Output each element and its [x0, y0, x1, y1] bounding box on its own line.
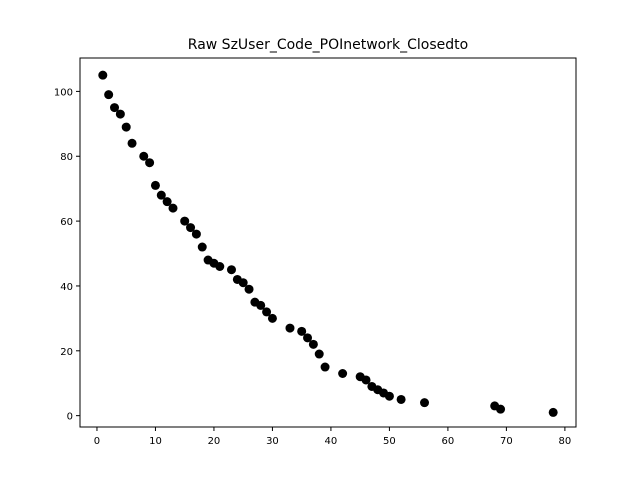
y-tick-label: 60	[60, 217, 73, 228]
chart-title: Raw SzUser_Code_POInetwork_Closedto	[188, 37, 468, 53]
x-tick-label: 20	[208, 436, 221, 447]
data-point	[384, 391, 394, 401]
y-axis: 0 20 40 60 80 100	[54, 87, 80, 423]
data-point	[150, 180, 160, 190]
data-point	[314, 349, 324, 359]
data-point	[98, 70, 108, 80]
data-point	[215, 261, 225, 271]
data-point	[361, 375, 371, 385]
data-point	[420, 398, 430, 408]
y-tick-label: 100	[54, 87, 73, 98]
data-point	[238, 278, 248, 288]
data-point	[267, 313, 277, 323]
x-tick-label: 50	[383, 436, 396, 447]
x-tick-label: 30	[266, 436, 279, 447]
data-point	[186, 223, 196, 233]
x-tick-label: 10	[149, 436, 162, 447]
data-point	[548, 407, 558, 417]
data-point	[256, 300, 266, 310]
y-tick-label: 0	[67, 412, 73, 423]
data-point	[496, 404, 506, 414]
data-point	[303, 333, 313, 343]
data-point	[180, 216, 190, 226]
data-point	[226, 265, 236, 275]
data-point	[244, 284, 254, 294]
data-point	[297, 326, 307, 336]
data-point	[110, 103, 120, 113]
data-point	[191, 229, 201, 239]
data-point	[115, 109, 125, 119]
data-point	[338, 368, 348, 378]
data-point	[320, 362, 330, 372]
data-point	[121, 122, 131, 132]
data-point	[104, 90, 114, 100]
data-point	[262, 307, 272, 317]
data-point	[396, 394, 406, 404]
x-axis: 0 10 20 30 40 50 60 70 80	[94, 427, 571, 447]
data-point	[162, 197, 172, 207]
y-tick-label: 80	[60, 152, 73, 163]
x-tick-label: 70	[500, 436, 513, 447]
data-point	[308, 339, 318, 349]
data-point	[139, 151, 149, 161]
x-tick-label: 60	[442, 436, 455, 447]
data-point	[145, 158, 155, 168]
data-points	[98, 70, 558, 417]
x-tick-label: 80	[559, 436, 572, 447]
plot-frame	[79, 57, 577, 428]
data-point	[285, 323, 295, 333]
data-point	[168, 203, 178, 213]
x-tick-label: 40	[325, 436, 338, 447]
y-tick-label: 40	[60, 282, 73, 293]
data-point	[197, 242, 207, 252]
x-tick-label: 0	[94, 436, 100, 447]
data-point	[127, 138, 137, 148]
data-point	[156, 190, 166, 200]
y-tick-label: 20	[60, 347, 73, 358]
